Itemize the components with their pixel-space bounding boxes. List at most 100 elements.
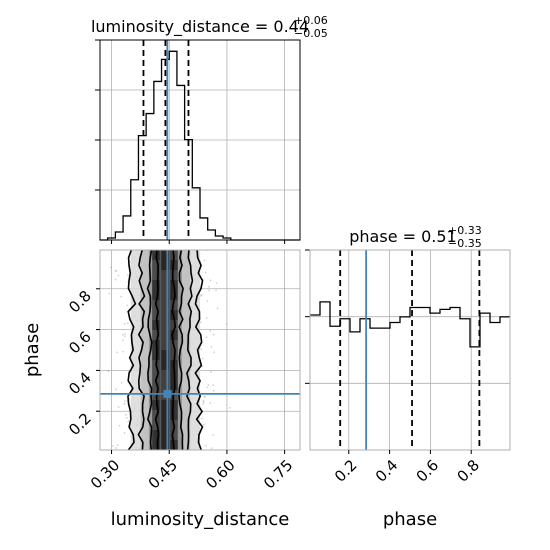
density-cell <box>161 300 169 310</box>
scatter-point <box>126 322 129 325</box>
scatter-point <box>201 417 203 420</box>
contour-line <box>171 250 177 450</box>
scatter-point <box>209 330 212 332</box>
panel-frame-top <box>99 39 301 241</box>
scatter-point <box>199 321 202 324</box>
density-cell <box>161 350 169 360</box>
x-tick-label-luminosity-distance: 0.45 <box>145 456 181 492</box>
scatter-point <box>205 336 208 339</box>
x-tick-label-phase: 0.8 <box>453 456 483 486</box>
density-cell <box>161 270 169 280</box>
x-tick-label-luminosity-distance: 0.30 <box>87 456 123 492</box>
scatter-point <box>123 322 126 325</box>
scatter-point <box>200 294 202 297</box>
x-tick-label-luminosity-distance: 0.60 <box>202 456 238 492</box>
scatter-point <box>120 381 123 384</box>
scatter-point <box>201 357 204 360</box>
x-tick-label-phase: 0.6 <box>413 456 443 486</box>
scatter-point <box>213 351 216 354</box>
y-tick-label-phase: 0.6 <box>65 328 95 358</box>
scatter-point <box>216 307 219 310</box>
panel-frame-right <box>309 249 511 451</box>
contour-line <box>127 250 137 450</box>
density-cell <box>161 320 169 330</box>
scatter-point <box>121 339 124 342</box>
scatter-point <box>215 289 218 292</box>
scatter-point <box>212 333 215 336</box>
density-cell <box>161 310 169 320</box>
y-tick-label-phase: 0.4 <box>65 369 95 399</box>
scatter-point <box>117 406 120 409</box>
scatter-point <box>125 416 128 419</box>
density-cell <box>152 320 160 330</box>
title-phase-minus: −0.35 <box>448 237 482 250</box>
density-cell <box>152 260 160 270</box>
scatter-point <box>202 402 204 405</box>
density-cell <box>161 430 169 440</box>
x-tick-label-phase: 0.2 <box>331 456 361 486</box>
scatter-point <box>212 389 215 392</box>
scatter-point <box>203 395 206 398</box>
x-tick-label-phase: 0.4 <box>372 456 402 486</box>
title-phase: phase = 0.51 <box>349 227 456 246</box>
scatter-point <box>203 395 206 398</box>
density-cell <box>152 390 160 400</box>
scatter-point <box>209 279 212 282</box>
scatter-point <box>116 351 118 354</box>
scatter-point <box>202 400 205 402</box>
scatter-point <box>202 423 205 426</box>
scatter-point <box>203 259 206 262</box>
density-cell <box>152 440 160 450</box>
density-cell <box>161 340 169 350</box>
density-cell <box>161 250 169 260</box>
title-luminosity-distance: luminosity_distance = 0.44 <box>91 17 309 37</box>
scatter-point <box>212 384 215 387</box>
density-cell <box>170 320 178 330</box>
joint-density-panel <box>93 249 301 454</box>
scatter-point <box>208 289 211 292</box>
scatter-point <box>93 346 95 348</box>
density-cell <box>152 310 160 320</box>
scatter-point <box>116 444 119 447</box>
scatter-point <box>117 274 120 277</box>
joint-density-content <box>93 250 300 450</box>
scatter-point <box>115 270 118 273</box>
contour-line <box>137 250 146 450</box>
title-phase-plus: +0.33 <box>448 224 482 237</box>
density-cell <box>170 430 178 440</box>
ylabel-phase: phase <box>22 323 43 377</box>
histogram-step-phase <box>310 301 510 348</box>
contour-line <box>154 250 160 450</box>
scatter-point <box>109 266 112 269</box>
density-cell <box>170 310 178 320</box>
density-cell <box>152 430 160 440</box>
scatter-point <box>212 434 215 437</box>
tick-labels: 0.30 0.45 0.60 0.75 0.2 0.4 0.6 0.8 0.2 0.4 0.6 0.8 <box>65 287 483 493</box>
scatter-point <box>206 386 209 389</box>
density-cell <box>161 290 169 300</box>
scatter-point <box>200 348 203 351</box>
density-cell <box>161 370 169 380</box>
scatter-point <box>123 335 126 338</box>
y-tick-label-phase: 0.2 <box>65 409 95 439</box>
density-cell <box>152 290 160 300</box>
scatter-point <box>97 392 99 394</box>
scatter-point <box>127 274 129 277</box>
scatter-point <box>111 445 114 447</box>
scatter-point <box>118 424 121 427</box>
density-cell <box>170 260 178 270</box>
xlabel-phase: phase <box>383 509 437 530</box>
scatter-point <box>200 293 203 296</box>
scatter-point <box>114 278 117 281</box>
title-luminosity-distance-plus: +0.06 <box>294 14 328 27</box>
xlabel-luminosity-distance: luminosity_distance <box>111 509 290 530</box>
scatter-point <box>210 447 213 450</box>
scatter-point <box>121 334 124 336</box>
scatter-point <box>205 317 208 320</box>
density-cell <box>161 400 169 410</box>
scatter-point <box>202 401 205 403</box>
scatter-point <box>210 371 212 373</box>
density-cell <box>170 270 178 280</box>
scatter-point <box>120 295 123 298</box>
